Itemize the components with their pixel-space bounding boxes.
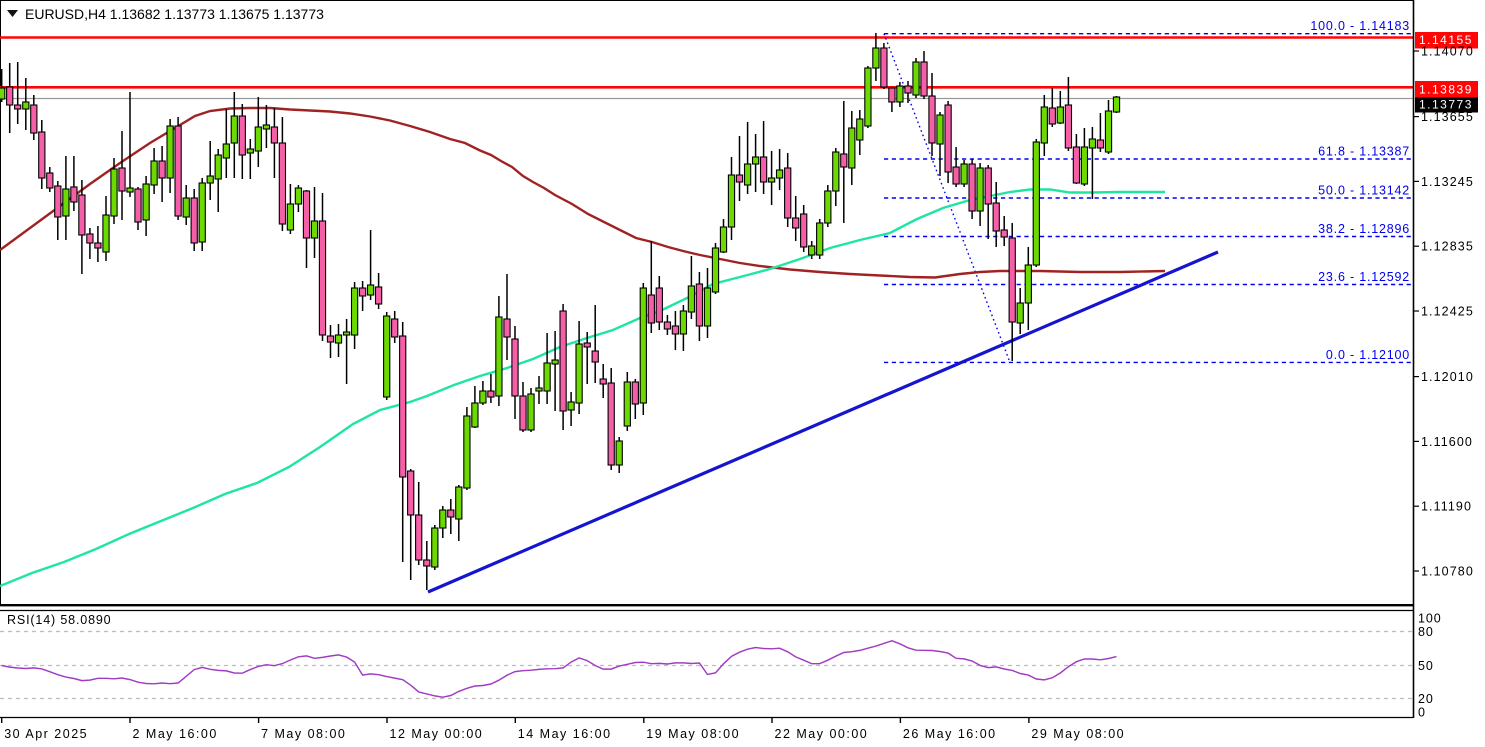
svg-text:EURUSD,H4 1.13682 1.13773 1.1: EURUSD,H4 1.13682 1.13773 1.13675 1.1377…	[25, 6, 324, 22]
svg-text:1.10780: 1.10780	[1421, 565, 1474, 579]
svg-text:29 May 08:00: 29 May 08:00	[1031, 727, 1125, 741]
svg-text:26 May 16:00: 26 May 16:00	[903, 727, 997, 741]
svg-text:100: 100	[1418, 612, 1442, 626]
svg-text:50: 50	[1418, 659, 1434, 673]
svg-text:1.13655: 1.13655	[1421, 110, 1474, 124]
svg-text:12 May 00:00: 12 May 00:00	[390, 727, 484, 741]
svg-text:1.12010: 1.12010	[1421, 370, 1474, 384]
svg-text:1.13245: 1.13245	[1421, 175, 1474, 189]
svg-text:14 May 16:00: 14 May 16:00	[518, 727, 612, 741]
svg-text:80: 80	[1418, 625, 1434, 639]
svg-text:1.13839: 1.13839	[1419, 83, 1473, 97]
svg-text:2 May 16:00: 2 May 16:00	[133, 727, 218, 741]
svg-text:38.2 - 1.12896: 38.2 - 1.12896	[1318, 222, 1410, 236]
svg-text:30 Apr 2025: 30 Apr 2025	[4, 727, 88, 741]
svg-text:20: 20	[1418, 692, 1434, 706]
svg-text:22 May 00:00: 22 May 00:00	[775, 727, 869, 741]
svg-text:50.0 - 1.13142: 50.0 - 1.13142	[1318, 184, 1410, 198]
svg-text:61.8 - 1.13387: 61.8 - 1.13387	[1318, 145, 1410, 159]
svg-text:1.14070: 1.14070	[1421, 45, 1474, 59]
svg-text:1.13773: 1.13773	[1419, 98, 1473, 112]
svg-text:100.0 - 1.14183: 100.0 - 1.14183	[1310, 19, 1410, 33]
svg-text:23.6 - 1.12592: 23.6 - 1.12592	[1318, 270, 1410, 284]
svg-text:19 May 08:00: 19 May 08:00	[646, 727, 740, 741]
svg-text:1.12835: 1.12835	[1421, 240, 1474, 254]
svg-text:1.14155: 1.14155	[1419, 33, 1473, 47]
svg-text:1.11190: 1.11190	[1421, 500, 1472, 514]
svg-text:RSI(14) 58.0890: RSI(14) 58.0890	[7, 613, 111, 627]
svg-text:1.11600: 1.11600	[1421, 435, 1473, 449]
svg-text:0: 0	[1418, 706, 1426, 720]
svg-text:1.12425: 1.12425	[1421, 305, 1474, 319]
svg-text:7 May 08:00: 7 May 08:00	[261, 727, 346, 741]
svg-text:0.0 - 1.12100: 0.0 - 1.12100	[1326, 348, 1410, 362]
